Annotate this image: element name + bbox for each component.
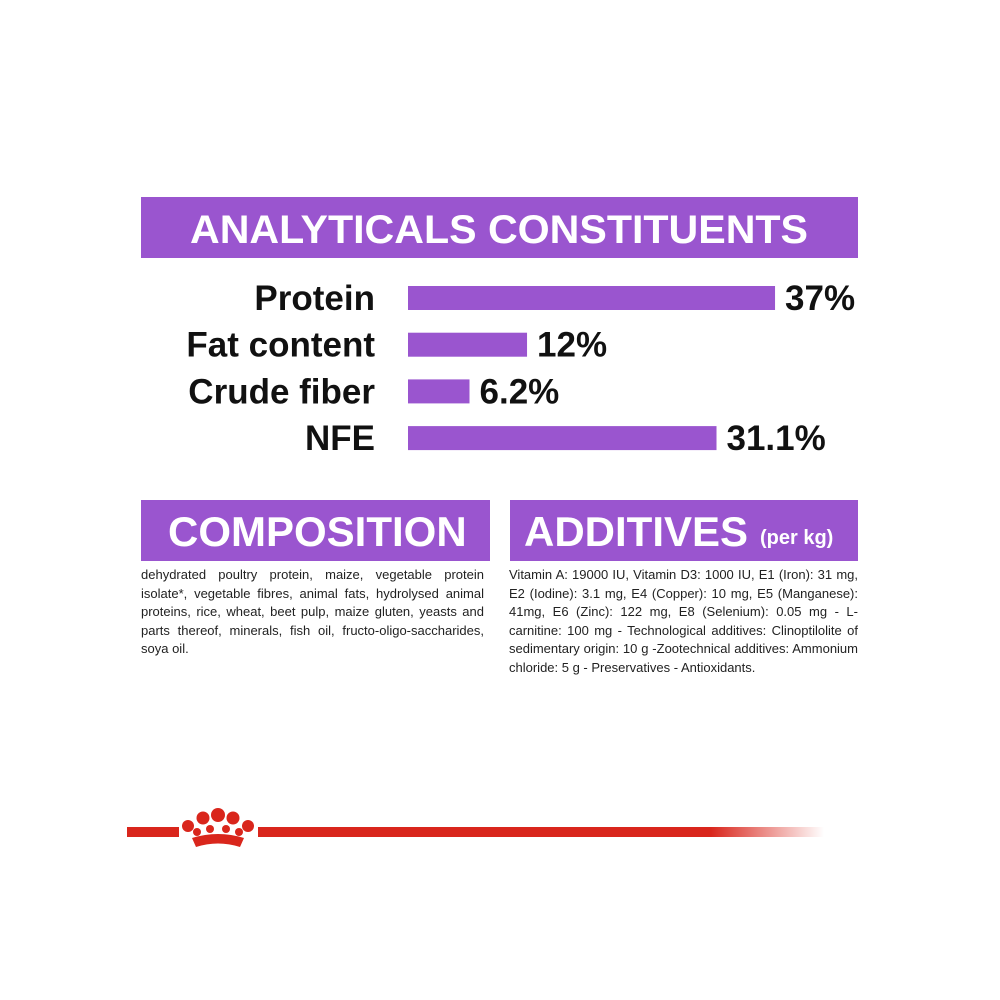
additives-text: Vitamin A: 19000 IU, Vitamin D3: 1000 IU… — [509, 567, 858, 675]
additives-unit: (per kg) — [760, 527, 834, 549]
bar-chart: Protein 37% Fat content 12% Crude fiber 6.2% N… — [186, 279, 855, 458]
crown-logo — [182, 808, 254, 847]
additives-title: ADDITIVES — [524, 508, 749, 555]
category-label: Crude fiber — [188, 372, 375, 411]
category-label: Protein — [254, 279, 375, 318]
brand-line-left — [127, 827, 179, 837]
value-label: 31.1% — [727, 419, 826, 458]
value-label: 12% — [537, 326, 607, 365]
chart-title: ANALYTICALS CONSTITUENTS — [190, 208, 808, 252]
composition-band: COMPOSITION — [141, 500, 490, 561]
composition-title: COMPOSITION — [168, 508, 467, 555]
category-label: NFE — [305, 419, 375, 458]
value-label: 37% — [785, 279, 855, 318]
bar — [408, 379, 470, 404]
value-label: 6.2% — [480, 372, 560, 411]
bar — [408, 286, 776, 310]
title-band — [141, 197, 858, 258]
brand-line-right — [258, 827, 824, 837]
category-label: Fat content — [186, 326, 375, 365]
additives-band: ADDITIVES (per kg) — [510, 500, 858, 561]
bar — [408, 332, 528, 357]
bar — [408, 426, 717, 451]
composition-text: dehydrated poultry protein, maize, veget… — [141, 567, 484, 656]
